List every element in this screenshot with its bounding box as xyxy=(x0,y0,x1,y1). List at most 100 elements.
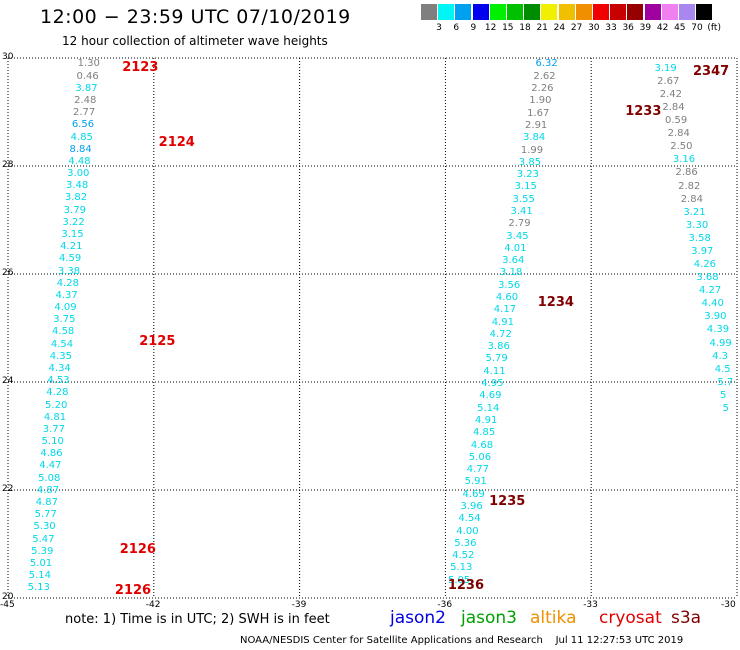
wave-height-value: 4.85 xyxy=(70,131,93,143)
wave-height-value: 4.91 xyxy=(475,414,498,426)
wave-height-value: 4.81 xyxy=(43,411,67,423)
wave-height-value: 3.68 xyxy=(696,272,719,284)
longitude-label: -39 xyxy=(291,600,307,610)
wave-height-value: 4.60 xyxy=(495,292,519,304)
wave-height-value: 4.87 xyxy=(36,484,60,496)
wave-height-value: 5.14 xyxy=(28,570,52,582)
wave-height-value: 3.16 xyxy=(672,154,696,166)
wave-height-value: 2.86 xyxy=(675,167,698,179)
wave-height-value: 3.00 xyxy=(67,168,90,180)
wave-height-value: 4.09 xyxy=(54,302,77,314)
wave-height-value: 5.79 xyxy=(485,353,508,365)
legend-label: 24 xyxy=(553,23,566,33)
wave-height-value: 4.39 xyxy=(706,324,730,336)
wave-height-value: 3.48 xyxy=(66,180,89,192)
wave-height-value: 3.18 xyxy=(500,267,523,279)
wave-height-value: 3.41 xyxy=(510,205,533,217)
wave-height-value: 5.39 xyxy=(31,545,54,557)
longitude-label: -45 xyxy=(0,600,15,610)
pass-number-label: 2126 xyxy=(119,542,156,558)
wave-height-value: 4.5 xyxy=(714,363,731,375)
wave-height-value: 5.08 xyxy=(38,472,61,484)
pass-number-label: 1236 xyxy=(447,577,485,593)
wave-height-value: 5.30 xyxy=(33,521,56,533)
wave-height-value: 3.15 xyxy=(61,229,84,241)
legend-swatch xyxy=(593,4,609,20)
wave-height-value: 2.84 xyxy=(662,102,685,114)
satellite-jason3: jason3 xyxy=(461,608,517,628)
wave-height-value: 3.86 xyxy=(487,341,510,353)
wave-height-value: 5.36 xyxy=(454,537,477,549)
legend-label: 39 xyxy=(639,23,652,33)
legend-label: 6 xyxy=(453,23,460,33)
legend-swatch xyxy=(679,4,695,20)
pass-number-label: 2125 xyxy=(139,333,176,349)
wave-height-value: 4.68 xyxy=(470,439,494,451)
wave-height-value: 3.21 xyxy=(683,206,706,218)
wave-height-value: 6.56 xyxy=(71,119,95,131)
longitude-label: -30 xyxy=(721,600,736,610)
legend-label: 9 xyxy=(470,23,477,33)
legend-swatch xyxy=(489,4,506,20)
wave-height-value: 4.28 xyxy=(56,277,79,289)
wave-height-value: 5.14 xyxy=(477,402,500,414)
wave-height-value: 4.48 xyxy=(68,155,91,167)
legend-swatch xyxy=(438,4,455,20)
pass-number-label: 1233 xyxy=(625,104,662,119)
wave-height-value: 5.20 xyxy=(45,399,68,411)
wave-height-value: 8.84 xyxy=(69,143,92,155)
wave-height-value: 4.37 xyxy=(55,289,78,301)
satellite-altika: altika xyxy=(530,608,577,628)
wave-height-value: 5 xyxy=(719,389,727,401)
wave-height-value: 0.59 xyxy=(664,115,688,127)
pass-number-label: 2347 xyxy=(693,63,730,79)
wave-height-value: 4.01 xyxy=(504,242,527,254)
wave-height-value: 2.42 xyxy=(659,88,683,100)
wave-height-value: 5.77 xyxy=(34,509,57,521)
legend-label: 36 xyxy=(622,23,634,33)
wave-height-value: 3.55 xyxy=(512,193,535,205)
legend-swatch xyxy=(575,4,592,20)
latitude-label: 26 xyxy=(2,268,14,278)
satellite-cryosat: cryosat xyxy=(599,608,662,628)
legend-label: (ft) xyxy=(707,23,721,33)
satellite-jason2: jason2 xyxy=(390,608,446,628)
legend-swatch xyxy=(661,4,678,20)
wave-height-value: 4.52 xyxy=(452,550,475,562)
legend-swatch xyxy=(455,4,472,20)
wave-height-value: 2.91 xyxy=(525,119,548,131)
legend-swatch xyxy=(627,4,644,20)
wave-height-value: 3.56 xyxy=(497,279,521,291)
wave-height-value: 3.58 xyxy=(688,232,711,244)
wave-height-value: 1.99 xyxy=(520,144,544,156)
wave-height-value: 3.23 xyxy=(516,169,539,181)
wave-height-value: 5.05 xyxy=(447,574,471,586)
legend-swatch xyxy=(507,4,523,20)
wave-height-value: 2.67 xyxy=(657,75,680,87)
legend-swatch xyxy=(644,4,661,20)
pass-number-label: 1234 xyxy=(537,294,574,310)
wave-height-value: 5.06 xyxy=(468,451,492,463)
wave-height-value: 4.69 xyxy=(479,390,502,402)
wave-height-value: 4.69 xyxy=(462,488,485,500)
legend-label: 70 xyxy=(691,23,703,33)
units-note: note: 1) Time is in UTC; 2) SWH is in fe… xyxy=(65,612,330,627)
wave-height-value: 4.58 xyxy=(52,326,75,338)
legend-label: 21 xyxy=(536,23,548,33)
wave-height-value: 4.17 xyxy=(493,304,517,316)
credit-footer: NOAA/NESDIS Center for Satellite Applica… xyxy=(240,635,684,646)
legend-label: 33 xyxy=(605,23,617,33)
pass-number-label: 2124 xyxy=(158,134,195,150)
wave-height-value: 3.77 xyxy=(42,423,65,435)
wave-height-value: 4.00 xyxy=(456,525,479,537)
wave-height-value: 2.79 xyxy=(508,218,531,230)
wave-height-value: 4.27 xyxy=(699,285,722,297)
wave-height-value: 4.26 xyxy=(693,259,717,271)
wave-height-value: 2.84 xyxy=(667,128,690,140)
legend-label: 30 xyxy=(588,23,600,33)
wave-height-value: 4.91 xyxy=(491,316,514,328)
latitude-label: 24 xyxy=(2,376,14,386)
wave-height-value: 4.53 xyxy=(47,375,70,387)
wave-height-value: 3.30 xyxy=(685,219,709,231)
wave-height-value: 5 xyxy=(722,403,729,414)
